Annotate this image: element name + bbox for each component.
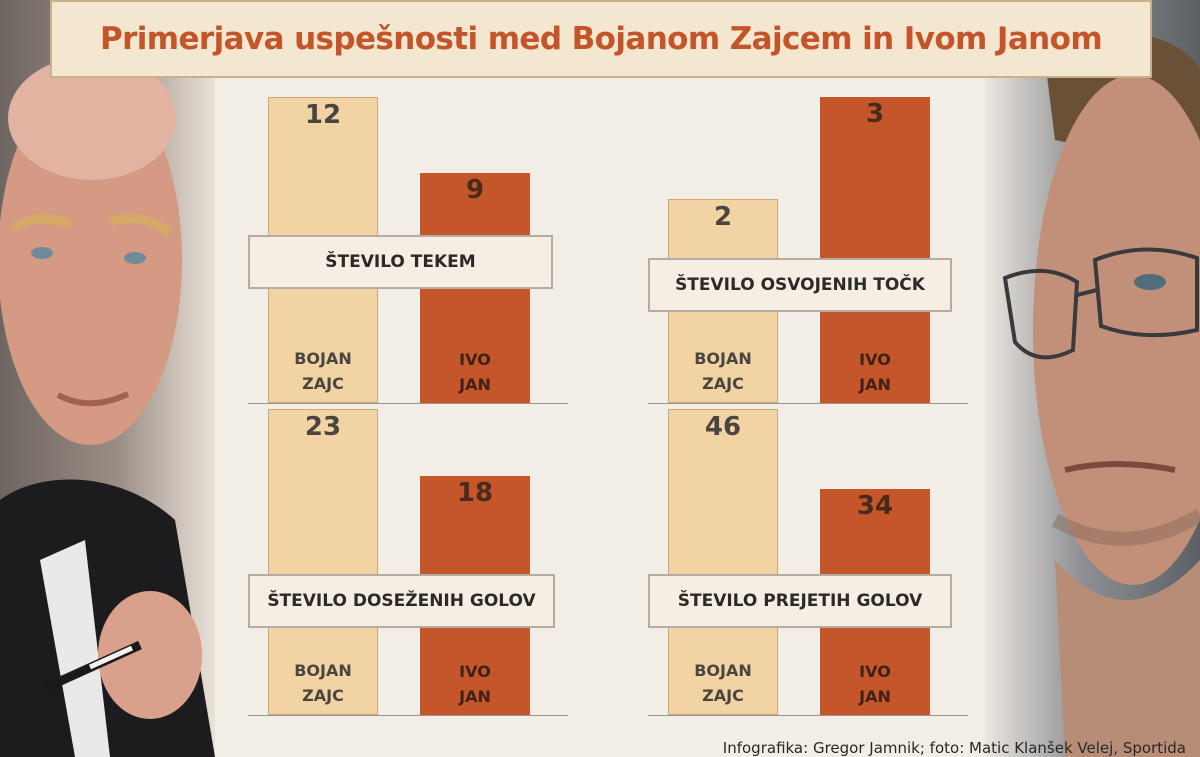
baseline — [648, 715, 968, 716]
photo-bojan-zajc — [0, 0, 215, 757]
value-label-bojan: 2 — [713, 202, 733, 232]
metric-label: ŠTEVILO PREJETIH GOLOV — [648, 574, 952, 628]
bar-bojan-zajc: 23 BOJAN ZAJC — [268, 409, 378, 715]
metric-label: ŠTEVILO OSVOJENIH TOČK — [648, 258, 952, 312]
panel-stevilo-tekem: 12 BOJAN ZAJC 9 IVO JAN ŠTEVILO TEKEM — [248, 94, 568, 404]
photo-ivo-jan — [985, 0, 1200, 757]
credit-line: Infografika: Gregor Jamnik; foto: Matic … — [722, 739, 1186, 757]
value-label-bojan: 12 — [304, 100, 342, 130]
baseline — [248, 403, 568, 404]
metric-label: ŠTEVILO DOSEŽENIH GOLOV — [248, 574, 555, 628]
name-label-bojan: BOJAN ZAJC — [694, 349, 752, 393]
panel-stevilo-osvojenih-tock: 2 BOJAN ZAJC 3 IVO JAN ŠTEVILO OSVOJENIH T… — [648, 94, 968, 404]
metric-label: ŠTEVILO TEKEM — [248, 235, 553, 289]
name-label-ivo: IVO JAN — [859, 350, 891, 394]
name-label-ivo: IVO JAN — [859, 662, 891, 706]
name-label-bojan: BOJAN ZAJC — [294, 349, 352, 393]
value-label-ivo: 3 — [865, 99, 885, 129]
panel-stevilo-prejetih-golov: 46 BOJAN ZAJC 34 IVO JAN ŠTEVILO PREJETIH … — [648, 406, 968, 716]
name-label-ivo: IVO JAN — [459, 662, 491, 706]
name-label-ivo: IVO JAN — [459, 350, 491, 394]
value-label-bojan: 23 — [304, 412, 342, 442]
baseline — [248, 715, 568, 716]
title-box: Primerjava uspešnosti med Bojanom Zajcem… — [50, 0, 1152, 78]
bar-bojan-zajc: 46 BOJAN ZAJC — [668, 409, 778, 715]
value-label-ivo: 9 — [465, 175, 485, 205]
ivo-jan-portrait-illustration — [1002, 32, 1200, 757]
value-label-ivo: 18 — [456, 478, 494, 508]
bojan-zajc-portrait-illustration — [0, 56, 215, 757]
name-label-bojan: BOJAN ZAJC — [294, 661, 352, 705]
chart-title: Primerjava uspešnosti med Bojanom Zajcem… — [99, 21, 1103, 57]
bar-ivo-jan: 3 IVO JAN — [820, 97, 930, 403]
panel-stevilo-dosezenih-golov: 23 BOJAN ZAJC 18 IVO JAN ŠTEVILO DOSEŽENIH… — [248, 406, 568, 716]
name-label-bojan: BOJAN ZAJC — [694, 661, 752, 705]
value-label-bojan: 46 — [704, 412, 742, 442]
value-label-ivo: 34 — [856, 491, 894, 521]
baseline — [648, 403, 968, 404]
